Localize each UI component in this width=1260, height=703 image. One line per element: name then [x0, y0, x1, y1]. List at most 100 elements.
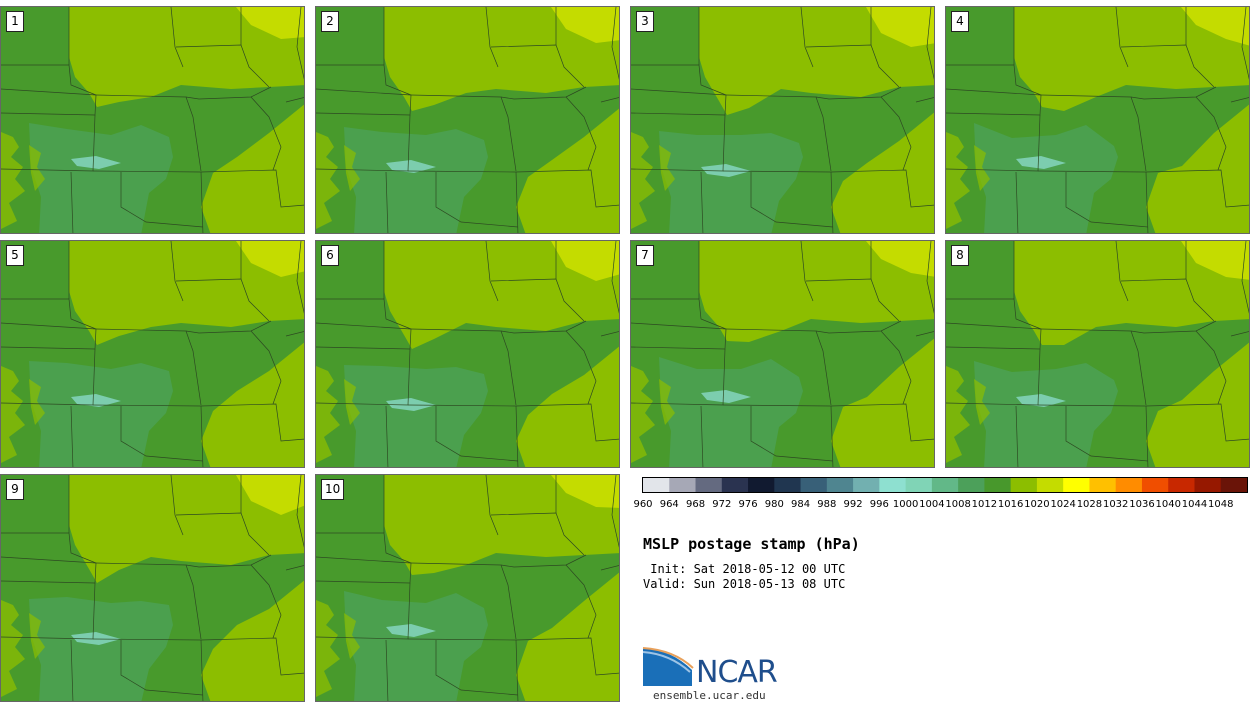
member-panel-9: 9 — [0, 474, 305, 702]
west-terrain — [316, 600, 340, 697]
colorbar-tick-label: 1032 — [1102, 499, 1129, 510]
colorbar-tick-label: 980 — [764, 499, 784, 510]
panel-number: 5 — [6, 245, 24, 266]
west-terrain-2 — [29, 145, 45, 191]
high-pressure-ne — [236, 7, 304, 39]
ncar-logo-text: NCAR — [696, 655, 778, 690]
low-pressure-trough — [344, 127, 488, 233]
panel-number: 8 — [951, 245, 969, 266]
colorbar-segment — [1036, 478, 1064, 492]
colorbar-segment — [800, 478, 828, 492]
colorbar-tick-label: 1004 — [919, 499, 945, 510]
colorbar-segment — [748, 478, 775, 492]
west-terrain — [631, 132, 655, 229]
colorbar-segment — [1010, 478, 1038, 492]
colorbar-tick-label: 1016 — [997, 499, 1024, 510]
low-pressure-center — [1016, 394, 1066, 407]
colorbar-tick-label: 972 — [712, 499, 732, 510]
low-pressure-trough — [344, 591, 488, 701]
low-pressure-center — [71, 394, 121, 407]
valid-time: Valid: Sun 2018-05-13 08 UTC — [643, 577, 846, 591]
high-pressure-ne — [551, 241, 619, 281]
low-pressure-trough — [974, 123, 1118, 233]
colorbar-segment — [1089, 478, 1117, 492]
colorbar-tick-label: 984 — [791, 499, 811, 510]
member-panel-1: 1 — [0, 6, 305, 234]
west-terrain-2 — [344, 379, 360, 425]
west-terrain-2 — [344, 613, 360, 659]
state-borders — [631, 7, 934, 233]
high-pressure-north — [384, 475, 619, 575]
member-panel-3: 3 — [630, 6, 935, 234]
member-panel-7: 7 — [630, 240, 935, 468]
high-pressure-north — [699, 241, 934, 342]
ncar-logo — [642, 647, 694, 686]
colorbar-tick-label: 964 — [659, 499, 679, 510]
low-pressure-center — [386, 624, 436, 637]
colorbar-tick-label: 960 — [633, 499, 653, 510]
low-pressure-trough — [659, 357, 803, 467]
high-pressure-ne — [866, 241, 934, 277]
high-pressure-southeast — [831, 112, 934, 233]
high-pressure-ne — [236, 475, 304, 515]
colorbar-tick-label: 1000 — [892, 499, 919, 510]
west-terrain-2 — [974, 379, 990, 425]
member-panel-10: 10 — [315, 474, 620, 702]
high-pressure-north — [69, 475, 304, 583]
colorbar-segment — [1220, 478, 1248, 492]
colorbar-tick-label: 1036 — [1129, 499, 1155, 510]
high-pressure-ne — [866, 7, 934, 47]
panel-number: 7 — [636, 245, 654, 266]
state-borders — [1, 7, 304, 233]
low-pressure-center — [71, 632, 121, 645]
colorbar-segment — [879, 478, 907, 492]
panel-number: 2 — [321, 11, 339, 32]
colorbar-segment — [931, 478, 959, 492]
state-borders — [316, 7, 619, 233]
high-pressure-north — [699, 7, 934, 115]
panel-number: 4 — [951, 11, 969, 32]
state-borders — [1, 241, 304, 467]
west-terrain — [1, 600, 25, 697]
colorbar-segment — [669, 478, 697, 492]
colorbar-segment — [984, 478, 1012, 492]
panel-number: 9 — [6, 479, 24, 500]
low-pressure-center — [701, 390, 751, 403]
west-terrain-2 — [29, 379, 45, 425]
high-pressure-southeast — [516, 346, 619, 467]
low-pressure-center — [386, 398, 436, 411]
west-terrain — [631, 366, 655, 463]
low-pressure-center — [386, 160, 436, 173]
high-pressure-southeast — [201, 104, 304, 233]
west-terrain — [946, 366, 970, 463]
colorbar-segment — [1194, 478, 1222, 492]
low-pressure-trough — [29, 123, 173, 233]
colorbar-segment — [695, 478, 723, 492]
colorbar-tick-label: 1044 — [1181, 499, 1208, 510]
low-pressure-trough — [344, 365, 488, 467]
state-borders — [316, 475, 619, 701]
member-panel-5: 5 — [0, 240, 305, 468]
colorbar-tick-label: 968 — [685, 499, 706, 510]
west-terrain-2 — [974, 145, 990, 191]
high-pressure-north — [1014, 241, 1249, 345]
init-time: Init: Sat 2018-05-12 00 UTC — [643, 562, 846, 576]
colorbar-segment — [853, 478, 880, 492]
panel-number: 3 — [636, 11, 654, 32]
member-panel-6: 6 — [315, 240, 620, 468]
west-terrain — [316, 366, 340, 463]
chart-title: MSLP postage stamp (hPa) — [643, 535, 860, 553]
colorbar-border — [642, 477, 1248, 493]
colorbar-tick-label: 1040 — [1155, 499, 1181, 510]
logo-url: ensemble.ucar.edu — [653, 689, 766, 702]
west-terrain-2 — [344, 145, 360, 191]
high-pressure-southeast — [201, 580, 304, 701]
colorbar-tick-label: 992 — [843, 499, 863, 510]
high-pressure-southeast — [831, 338, 934, 467]
west-terrain — [316, 132, 340, 229]
state-borders — [316, 241, 619, 467]
colorbar-tick-label: 1012 — [971, 499, 998, 510]
low-pressure-center — [1016, 156, 1066, 169]
colorbar-segment — [721, 478, 749, 492]
west-terrain-2 — [29, 613, 45, 659]
